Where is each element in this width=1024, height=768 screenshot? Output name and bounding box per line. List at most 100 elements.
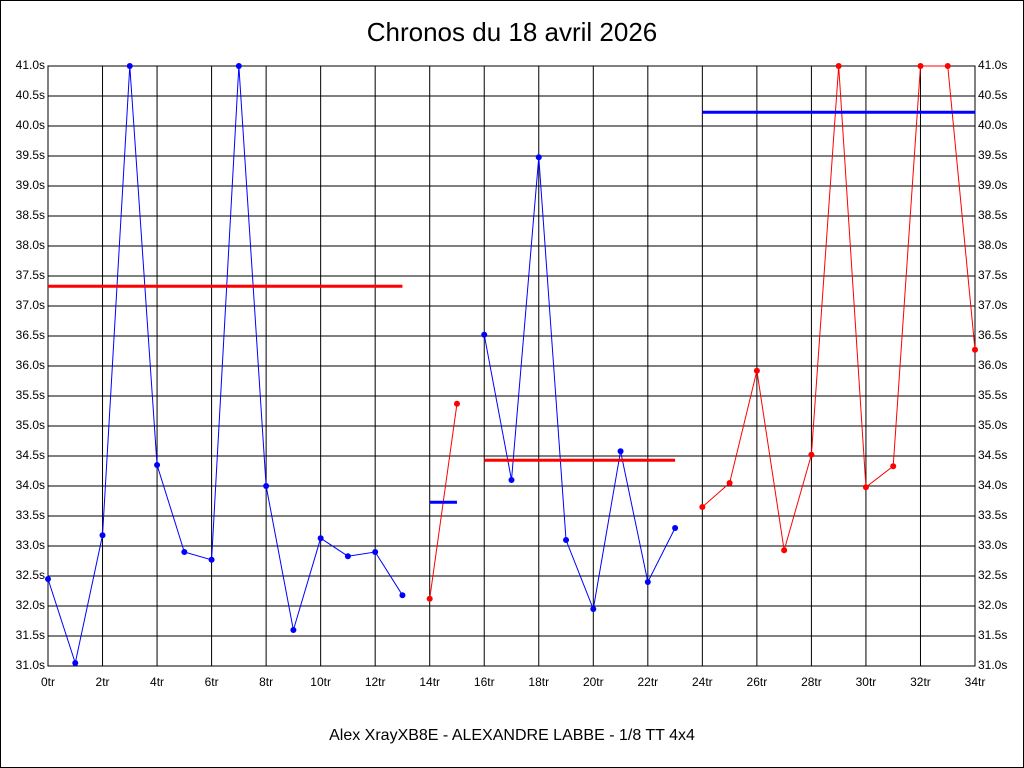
- y-tick-label: 31.0s: [16, 658, 45, 672]
- point: [317, 535, 324, 542]
- y2-tick-label: 40.5s: [978, 88, 1007, 102]
- point: [862, 484, 869, 491]
- y-tick-label: 35.0s: [16, 418, 45, 432]
- y-tick-label: 33.0s: [16, 538, 45, 552]
- y2-tick-label: 33.0s: [978, 538, 1007, 552]
- x-tick-label: 26tr: [747, 675, 768, 689]
- x-tick-label: 10tr: [310, 675, 331, 689]
- y2-tick-label: 31.5s: [978, 628, 1007, 642]
- y-tick-label: 32.0s: [16, 598, 45, 612]
- x-tick-label: 34tr: [965, 675, 986, 689]
- y2-tick-label: 35.5s: [978, 388, 1007, 402]
- x-tick-label: 6tr: [205, 675, 219, 689]
- point: [126, 63, 133, 69]
- point: [590, 606, 597, 612]
- x-tick-label: 22tr: [637, 675, 658, 689]
- y2-tick-label: 39.0s: [978, 178, 1007, 192]
- series-line: [47, 65, 403, 665]
- point: [208, 556, 215, 563]
- point: [699, 504, 706, 510]
- y2-tick-label: 33.5s: [978, 508, 1007, 522]
- y-tick-label: 36.0s: [16, 358, 45, 372]
- plot-frame: [47, 65, 976, 667]
- y2-tick-label: 38.0s: [978, 238, 1007, 252]
- chart-title: Chronos du 18 avril 2026: [367, 17, 658, 47]
- y2-tick-label: 36.0s: [978, 358, 1007, 372]
- x-tick-label: 24tr: [692, 675, 713, 689]
- x-tick-label: 18tr: [528, 675, 549, 689]
- y-tick-label: 34.0s: [16, 478, 45, 492]
- x-tick-label: 30tr: [856, 675, 877, 689]
- y2-tick-label: 40.0s: [978, 118, 1007, 132]
- y-tick-label: 40.0s: [16, 118, 45, 132]
- point: [72, 660, 79, 666]
- point: [399, 592, 406, 599]
- point: [154, 462, 161, 468]
- point: [426, 595, 433, 602]
- chart-subtitle: Alex XrayXB8E - ALEXANDRE LABBE - 1/8 TT…: [329, 727, 695, 744]
- point: [453, 400, 460, 407]
- point: [99, 532, 106, 539]
- y-tick-label: 38.0s: [16, 238, 45, 252]
- y-tick-label: 36.5s: [16, 328, 45, 342]
- y2-tick-label: 35.0s: [978, 418, 1007, 432]
- point: [481, 331, 488, 338]
- point: [917, 63, 924, 69]
- x-tick-label: 2tr: [96, 675, 110, 689]
- x-tick-label: 8tr: [259, 675, 273, 689]
- y-tick-label: 37.5s: [16, 268, 45, 282]
- y-tick-label: 33.5s: [16, 508, 45, 522]
- x-tick-label: 16tr: [474, 675, 495, 689]
- point: [344, 553, 351, 560]
- x-tick-label: 14tr: [419, 675, 440, 689]
- y2-tick-label: 41.0s: [978, 58, 1007, 72]
- x-tick-label: 32tr: [910, 675, 931, 689]
- y-tick-label: 41.0s: [16, 58, 45, 72]
- series-line: [483, 157, 676, 611]
- point: [808, 451, 815, 458]
- point: [753, 367, 760, 374]
- y-tick-label: 38.5s: [16, 208, 45, 222]
- y-tick-label: 34.5s: [16, 448, 45, 462]
- x-tick-label: 4tr: [150, 675, 164, 689]
- x-tick-label: 28tr: [801, 675, 822, 689]
- y2-tick-label: 34.5s: [978, 448, 1007, 462]
- point: [563, 537, 570, 543]
- y2-tick-label: 36.5s: [978, 328, 1007, 342]
- y-tick-label: 39.5s: [16, 148, 45, 162]
- point: [835, 63, 842, 69]
- y-tick-label: 31.5s: [16, 628, 45, 642]
- point: [372, 549, 379, 555]
- point: [535, 154, 542, 161]
- y2-tick-label: 32.0s: [978, 598, 1007, 612]
- point: [781, 547, 788, 554]
- point: [263, 483, 270, 489]
- y2-tick-label: 38.5s: [978, 208, 1007, 222]
- point: [672, 525, 679, 531]
- point: [290, 627, 297, 633]
- point: [726, 480, 733, 486]
- y2-tick-label: 37.5s: [978, 268, 1007, 282]
- point: [644, 579, 651, 585]
- y-tick-label: 37.0s: [16, 298, 45, 312]
- x-tick-label: 12tr: [365, 675, 386, 689]
- x-tick-label: 0tr: [41, 675, 55, 689]
- point: [890, 463, 897, 470]
- point: [617, 448, 624, 455]
- y-tick-label: 40.5s: [16, 88, 45, 102]
- y2-tick-label: 31.0s: [978, 658, 1007, 672]
- point: [181, 549, 188, 555]
- y-tick-label: 39.0s: [16, 178, 45, 192]
- point: [45, 576, 51, 582]
- point: [944, 63, 951, 69]
- y-tick-label: 35.5s: [16, 388, 45, 402]
- point: [508, 477, 515, 483]
- y2-tick-label: 39.5s: [978, 148, 1007, 162]
- point: [235, 63, 242, 69]
- x-tick-label: 20tr: [583, 675, 604, 689]
- y2-tick-label: 34.0s: [978, 478, 1007, 492]
- point: [972, 346, 978, 353]
- y-tick-label: 32.5s: [16, 568, 45, 582]
